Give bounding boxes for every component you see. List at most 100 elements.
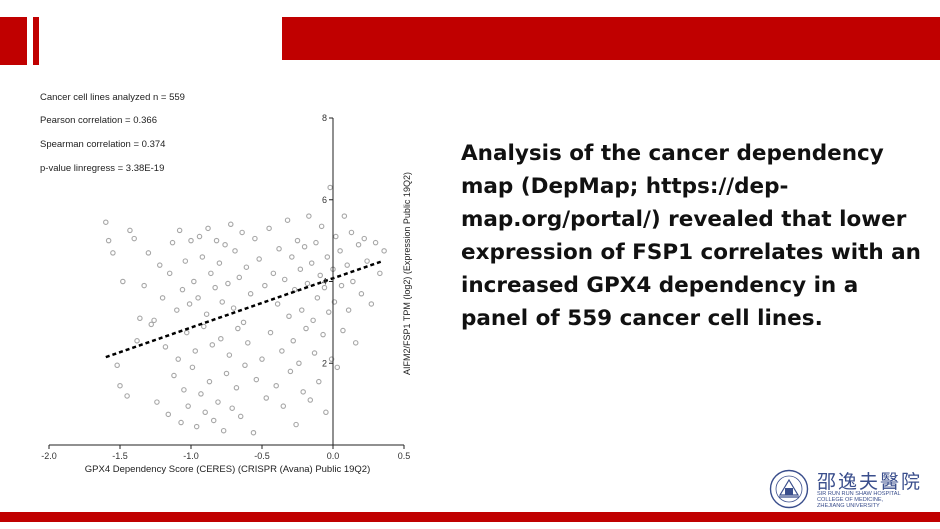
scatter-point [137,315,143,322]
scatter-point [344,262,350,268]
scatter-point [372,239,379,246]
description-text: Analysis of the cancer dependency map (D… [461,141,921,331]
x-tick-label: -2.0 [41,451,57,461]
scatter-point [185,403,191,409]
scatter-point [308,260,315,266]
scatter-point [267,329,274,336]
scatter-point [333,233,339,240]
scatter-point [216,260,223,266]
scatter-point [341,213,348,219]
stat-cell-line-count: Cancer cell lines analyzed n = 559 [40,92,185,103]
scatter-point [284,217,291,223]
scatter-point [287,368,294,375]
scatter-point [141,282,147,289]
left-accent-stripe [33,17,39,65]
x-axis-ticks: -2.0 -1.5 -1.0 -0.5 0.0 0.5 [41,445,410,461]
scatter-point [223,370,230,377]
scatter-points [103,184,387,436]
scatter-point [293,421,299,428]
scatter-point [212,284,218,291]
scatter-point [179,286,186,293]
scatter-point [337,248,343,254]
top-title-banner [282,17,940,60]
scatter-point [280,403,287,409]
scatter-point [218,335,224,342]
scatter-point [198,391,204,397]
y-tick-label: 6 [322,195,327,205]
scatter-point [303,325,309,332]
scatter-point [355,241,362,248]
scatter-point [208,270,214,277]
scatter-point [114,362,120,369]
scatter-point [203,311,210,317]
x-axis-label: GPX4 Dependency Score (CERES) (CRISPR (A… [85,464,370,475]
scatter-point [300,389,306,395]
scatter-point [192,348,199,354]
scatter-point [117,382,123,389]
scatter-point [159,295,166,301]
scatter-point [213,237,220,244]
scatter-point [199,254,206,260]
scatter-point [226,352,233,358]
scatter-point [195,295,201,301]
scatter-point [313,239,319,246]
x-tick-label: -1.0 [183,451,199,461]
scatter-point [331,299,338,305]
scatter-point [154,399,160,405]
hospital-seal-icon [769,469,809,509]
scatter-point [316,378,322,385]
scatter-point [247,291,254,297]
scatter-point [377,270,383,277]
scatter-point [239,229,245,236]
scatter-point [175,356,181,362]
scatter-point [237,413,244,420]
scatter-point [157,262,163,268]
scatter-point [273,382,279,389]
scatter-point [181,387,187,393]
scatter-point [148,321,154,328]
scatter-point [201,323,207,330]
stat-pearson: Pearson correlation = 0.366 [40,115,157,126]
scatter-point [328,356,335,362]
scatter-point [368,301,375,307]
scatter-point [196,233,203,240]
x-tick-label: 0.0 [327,451,340,461]
stat-spearman: Spearman correlation = 0.374 [40,139,166,150]
scatter-point [314,295,321,301]
hospital-name-line-3: ZHEJIANG UNIVERSITY [817,503,880,509]
scatter-point [145,250,152,256]
x-tick-label: 0.5 [398,451,411,461]
scatter-point [165,411,172,418]
x-tick-label: -0.5 [254,451,270,461]
scatter-point [301,244,308,250]
scatter-point [310,317,316,324]
scatter-point [206,378,213,385]
scatter-point [222,241,228,248]
y-tick-label: 4 [322,277,327,287]
scatter-point [242,362,248,369]
scatter-point [205,225,211,232]
scatter-point [219,299,225,305]
scatter-point [311,350,318,356]
scatter-point [220,427,227,434]
scatter-point [263,395,270,401]
scatter-point [250,429,257,436]
scatter-point [191,278,197,285]
scatter-point [182,258,189,264]
scatter-point [348,229,355,236]
scatter-point [124,393,130,399]
scatter-point [352,340,359,346]
scatter-point [183,329,190,336]
scatter-point [193,423,200,430]
scatter-point [120,278,126,285]
scatter-point [290,338,296,344]
scatter-point [338,282,345,289]
scatter-point [279,348,285,354]
scatter-plot: -2.0 -1.5 -1.0 -0.5 0.0 0.5 2 4 6 8 GPX4 Depende… [41,113,412,475]
scatter-point [171,372,177,379]
scatter-point [321,284,328,291]
scatter-point [236,274,243,281]
scatter-point [294,237,301,244]
scatter-point [361,235,367,242]
scatter-point [266,225,272,232]
